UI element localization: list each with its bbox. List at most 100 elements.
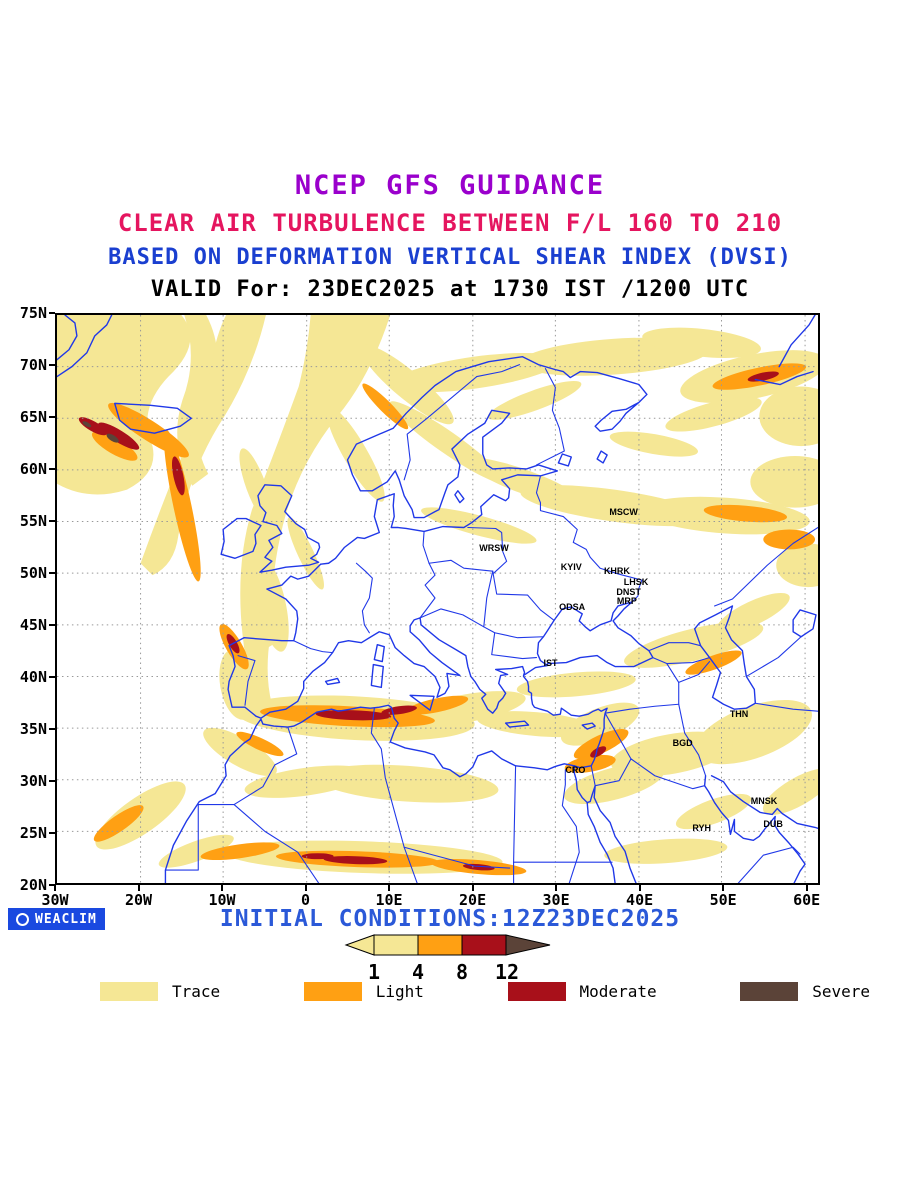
scale-left-arrow <box>344 934 375 956</box>
legend-label: Trace <box>172 982 221 1001</box>
scale-number: 12 <box>495 960 520 984</box>
scale-numbers: 1 4 8 12 <box>344 958 556 984</box>
lon-label-10e: 10E <box>375 891 403 909</box>
lat-label-50n: 50N <box>19 564 47 582</box>
lon-label-10w: 10W <box>208 891 236 909</box>
initial-conditions-text: INITIAL CONDITIONS:12Z23DEC2025 <box>219 906 681 932</box>
lat-label-40n: 40N <box>19 668 47 686</box>
lat-tick <box>49 364 55 366</box>
lon-tick <box>722 885 725 891</box>
lon-tick <box>304 885 307 891</box>
country-borders <box>164 364 818 883</box>
watermark-badge: WEACLIM <box>8 908 105 930</box>
lat-tick <box>49 624 55 626</box>
lon-tick <box>471 885 474 891</box>
scale-number: 4 <box>411 960 425 984</box>
scale-segment-light <box>417 934 463 956</box>
city-label-odsa: ODSA <box>559 602 586 613</box>
map-area: MSCW WRSW KYIV KHRK LHSK DNST MRP ODSA IST THN BGD… <box>55 313 820 885</box>
lat-tick <box>49 728 55 730</box>
city-label-mrp: MRP <box>616 596 637 607</box>
city-label-mnsk: MNSK <box>750 796 778 807</box>
scale-number: 1 <box>367 960 381 984</box>
turbulence-trace-layer <box>57 315 818 874</box>
title-line-1: NCEP GFS GUIDANCE <box>294 170 606 201</box>
lon-label-0: 0 <box>301 891 311 909</box>
city-label-kyiv: KYIV <box>560 561 582 572</box>
lon-label-30e: 30E <box>542 891 570 909</box>
watermark-logo-icon <box>16 912 29 926</box>
lat-tick <box>49 780 55 782</box>
lat-tick <box>49 416 55 418</box>
lat-label-45n: 45N <box>19 616 47 634</box>
lat-label-25n: 25N <box>19 824 47 842</box>
scale-right-arrow <box>505 934 551 956</box>
city-label-dnst: DNST <box>616 586 641 597</box>
legend-swatch-light <box>303 982 362 1001</box>
legend-swatch-severe <box>740 982 799 1001</box>
lat-tick <box>49 520 55 522</box>
city-label-dub: DUB <box>763 819 783 830</box>
lat-tick <box>49 468 55 470</box>
lat-label-65n: 65N <box>19 408 47 426</box>
scale-number: 8 <box>455 960 469 984</box>
legend-item-light: Light <box>303 982 424 1001</box>
scale-segment-moderate <box>461 934 507 956</box>
lon-tick <box>54 885 56 891</box>
lat-label-70n: 70N <box>19 356 47 374</box>
title-block: NCEP GFS GUIDANCE CLEAR AIR TURBULENCE B… <box>0 170 900 302</box>
lon-tick <box>555 885 558 891</box>
lat-label-35n: 35N <box>19 720 47 738</box>
color-scale-arrow <box>344 934 551 956</box>
watermark-label: WEACLIM <box>35 911 97 927</box>
city-label-ist: IST <box>543 658 558 669</box>
lon-tick <box>638 885 641 891</box>
scale-segment-trace <box>373 934 419 956</box>
map-svg <box>57 315 818 883</box>
city-label-mscw: MSCW <box>609 507 638 518</box>
city-label-thn: THN <box>729 708 749 719</box>
grid-lines <box>57 315 818 883</box>
lon-label-60e: 60E <box>793 891 821 909</box>
lon-label-50e: 50E <box>709 891 737 909</box>
lat-label-55n: 55N <box>19 512 47 530</box>
title-line-4: VALID For: 23DEC2025 at 1730 IST /1200 U… <box>150 277 750 302</box>
lat-tick <box>49 312 55 314</box>
city-label-lhsk: LHSK <box>623 577 649 588</box>
lon-tick <box>221 885 224 891</box>
lon-tick <box>805 885 808 891</box>
city-label-bgd: BGD <box>672 737 693 748</box>
legend-swatch-trace <box>100 982 158 1001</box>
turbulence-severe-layer <box>82 421 119 443</box>
lon-label-20w: 20W <box>124 891 153 909</box>
city-label-khrk: KHRK <box>603 566 630 577</box>
title-line-2: CLEAR AIR TURBULENCE BETWEEN F/L 160 TO … <box>117 209 783 237</box>
lon-label-40e: 40E <box>626 891 654 909</box>
coastlines <box>57 315 818 883</box>
lat-label-20n: 20N <box>19 876 47 894</box>
city-label-ryh: RYH <box>692 823 712 834</box>
lon-label-30w: 30W <box>41 891 69 909</box>
legend-swatch-moderate <box>507 982 566 1001</box>
legend-item-moderate: Moderate <box>507 982 657 1001</box>
legend-label: Moderate <box>579 982 657 1001</box>
lon-tick <box>388 885 391 891</box>
legend-item-trace: Trace <box>100 982 220 1001</box>
color-scale: 1 4 8 12 <box>344 932 556 988</box>
legend: Trace Light Moderate Severe <box>100 982 870 1001</box>
lat-tick <box>49 884 55 886</box>
lat-tick <box>49 572 55 574</box>
lon-tick <box>137 885 140 891</box>
legend-label: Light <box>375 982 424 1001</box>
legend-item-severe: Severe <box>740 982 870 1001</box>
lat-tick <box>49 676 55 678</box>
city-label-wrsw: WRSW <box>479 543 509 554</box>
title-line-3: BASED ON DEFORMATION VERTICAL SHEAR INDE… <box>108 245 792 270</box>
lat-tick <box>49 832 55 834</box>
city-label-cro: CRO <box>565 765 586 776</box>
turbulence-moderate-layer <box>78 371 779 871</box>
lat-label-60n: 60N <box>19 460 47 478</box>
lat-label-30n: 30N <box>19 772 47 790</box>
legend-label: Severe <box>812 982 870 1001</box>
